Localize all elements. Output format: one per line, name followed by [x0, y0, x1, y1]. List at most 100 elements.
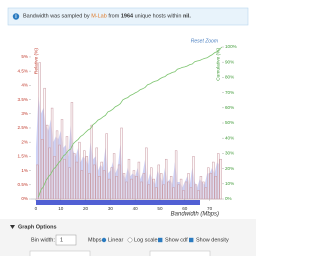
y2-tick-label: 100%	[225, 44, 237, 49]
y-tick-label: 3%	[21, 111, 28, 116]
cut-off-field[interactable]	[149, 250, 211, 256]
histogram-bar	[194, 184, 198, 200]
cdf-label: Show cdf	[165, 237, 188, 243]
x-tick-label: 60	[182, 206, 188, 211]
histogram-bar	[40, 139, 44, 200]
histogram-bar	[58, 144, 61, 200]
y-tick-label: 0.5%	[18, 182, 28, 187]
y-tick-label: 1%	[21, 168, 28, 173]
info-icon	[12, 13, 20, 20]
histogram-bar	[202, 181, 205, 200]
histogram-bar	[85, 156, 89, 200]
histogram-bar	[192, 156, 195, 200]
histogram-bar	[155, 187, 158, 200]
histogram-bar	[187, 173, 190, 200]
radio-linear[interactable]	[101, 237, 107, 243]
density-area	[35, 96, 220, 199]
x-tick-label: 70	[207, 206, 213, 211]
y2-tick-label: 60%	[225, 105, 234, 110]
banner-count: 1964	[121, 14, 134, 20]
histogram-bar	[197, 190, 200, 200]
density-label: Show density	[196, 237, 229, 243]
histogram-bar	[145, 147, 148, 200]
unit-label: Mbps	[88, 237, 102, 243]
histogram-bar	[53, 156, 56, 200]
histogram-bar	[214, 176, 217, 200]
histogram-bar	[65, 136, 69, 200]
histogram-bar	[219, 158, 222, 200]
banner-part: nil.	[183, 14, 191, 20]
y-tick-label: 4.5%	[18, 68, 28, 73]
histogram-bar	[98, 176, 101, 200]
y2-tick-label: 0%	[225, 196, 232, 201]
banner-part: Bandwidth was sampled by	[23, 14, 90, 20]
histogram-bar	[112, 153, 116, 200]
histogram-bar	[189, 187, 193, 200]
histogram-bar	[107, 178, 111, 200]
y2-tick-label: 30%	[225, 151, 234, 156]
histogram-bar	[95, 147, 98, 200]
y-tick-label: 2.5%	[18, 125, 28, 130]
histogram-bar	[135, 176, 138, 200]
histogram-bar	[88, 173, 91, 200]
banner-part: from	[108, 14, 119, 20]
histogram-bar	[122, 173, 126, 200]
x-tick-label: 20	[83, 206, 89, 211]
histogram-bar	[43, 87, 46, 200]
histogram-bar	[73, 153, 76, 200]
banner-link[interactable]: M-Lab	[91, 14, 107, 20]
reset-zoom[interactable]: Reset Zoom	[191, 38, 218, 44]
y-tick-label: 2%	[21, 139, 28, 144]
info-banner	[7, 7, 249, 26]
histogram-bar	[100, 161, 103, 200]
histogram-bar	[177, 184, 180, 200]
y2-tick-label: 50%	[225, 120, 234, 125]
y2-tick-label: 70%	[225, 90, 234, 95]
banner-part: unique hosts within	[135, 14, 182, 20]
histogram-bar	[48, 147, 51, 200]
histogram-bar	[164, 158, 168, 200]
radio-log[interactable]	[127, 237, 133, 243]
histogram-bar	[204, 187, 208, 200]
histogram-bar	[132, 170, 136, 200]
x-tick-label: 40	[133, 206, 139, 211]
histogram-bar	[199, 176, 203, 200]
histogram-bar	[38, 62, 41, 200]
options-panel	[0, 219, 256, 256]
x-tick-label: 0	[35, 206, 38, 211]
bin-width-label: Bin width:	[31, 237, 55, 243]
cdf-line	[38, 46, 223, 198]
histogram-bar	[110, 167, 113, 200]
histogram-bar	[172, 187, 175, 200]
y2-tick-label: 90%	[225, 59, 234, 64]
y2-tick-label: 40%	[225, 135, 234, 140]
histogram-bar	[63, 158, 66, 200]
histogram-bar	[90, 124, 93, 200]
histogram-bar	[150, 167, 153, 200]
histogram-bar	[70, 102, 74, 200]
options-title[interactable]: Graph Options	[18, 224, 57, 230]
histogram-bar	[68, 167, 71, 200]
histogram-bar	[75, 161, 79, 200]
histogram-bar	[217, 153, 220, 200]
histogram-bar	[207, 167, 210, 200]
histogram-bar	[157, 164, 160, 200]
histogram-bar	[182, 190, 185, 200]
histogram-bar	[45, 124, 49, 200]
histogram-bar	[127, 158, 131, 200]
cut-off-field[interactable]	[29, 250, 91, 256]
linear-label: Linear	[108, 237, 123, 243]
y-tick-label: 0%	[21, 196, 28, 201]
y-tick-label: 5%	[21, 54, 28, 59]
collapse-arrow[interactable]	[10, 225, 15, 229]
bin-width-input[interactable]	[55, 234, 77, 246]
y2-tick-label: 10%	[225, 181, 234, 186]
checkbox-cdf[interactable]	[158, 237, 163, 243]
x-tick-label: 30	[108, 206, 114, 211]
histogram-bar	[140, 181, 143, 200]
histogram-bar	[209, 173, 213, 200]
histogram-bar	[36, 164, 39, 200]
histogram-bar	[160, 173, 163, 200]
checkbox-density[interactable]	[189, 237, 194, 243]
